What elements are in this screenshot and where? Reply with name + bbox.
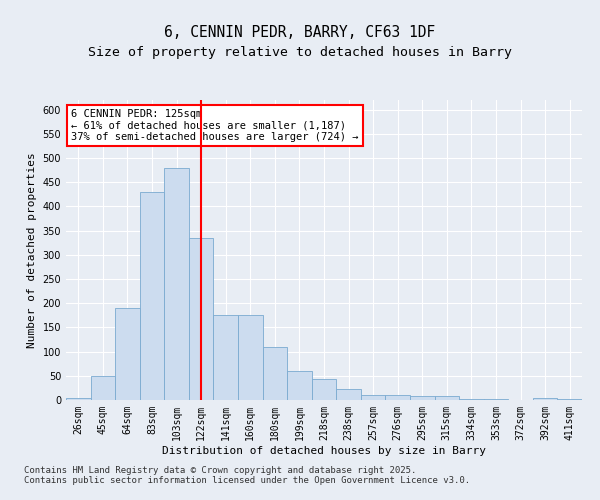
Bar xyxy=(263,347,287,400)
Bar xyxy=(484,399,508,400)
Bar xyxy=(385,395,410,400)
X-axis label: Distribution of detached houses by size in Barry: Distribution of detached houses by size … xyxy=(162,446,486,456)
Text: Size of property relative to detached houses in Barry: Size of property relative to detached ho… xyxy=(88,46,512,59)
Bar xyxy=(410,396,434,400)
Bar xyxy=(115,308,140,400)
Y-axis label: Number of detached properties: Number of detached properties xyxy=(27,152,37,348)
Bar xyxy=(533,398,557,400)
Text: 6, CENNIN PEDR, BARRY, CF63 1DF: 6, CENNIN PEDR, BARRY, CF63 1DF xyxy=(164,25,436,40)
Bar xyxy=(336,390,361,400)
Bar xyxy=(214,316,238,400)
Text: Contains HM Land Registry data © Crown copyright and database right 2025.
Contai: Contains HM Land Registry data © Crown c… xyxy=(24,466,470,485)
Bar xyxy=(189,238,214,400)
Bar xyxy=(66,398,91,400)
Bar xyxy=(312,379,336,400)
Bar xyxy=(91,376,115,400)
Bar xyxy=(459,398,484,400)
Bar xyxy=(140,192,164,400)
Bar xyxy=(361,395,385,400)
Bar xyxy=(287,371,312,400)
Bar xyxy=(164,168,189,400)
Bar xyxy=(434,396,459,400)
Bar xyxy=(238,316,263,400)
Bar xyxy=(557,399,582,400)
Text: 6 CENNIN PEDR: 125sqm
← 61% of detached houses are smaller (1,187)
37% of semi-d: 6 CENNIN PEDR: 125sqm ← 61% of detached … xyxy=(71,109,359,142)
